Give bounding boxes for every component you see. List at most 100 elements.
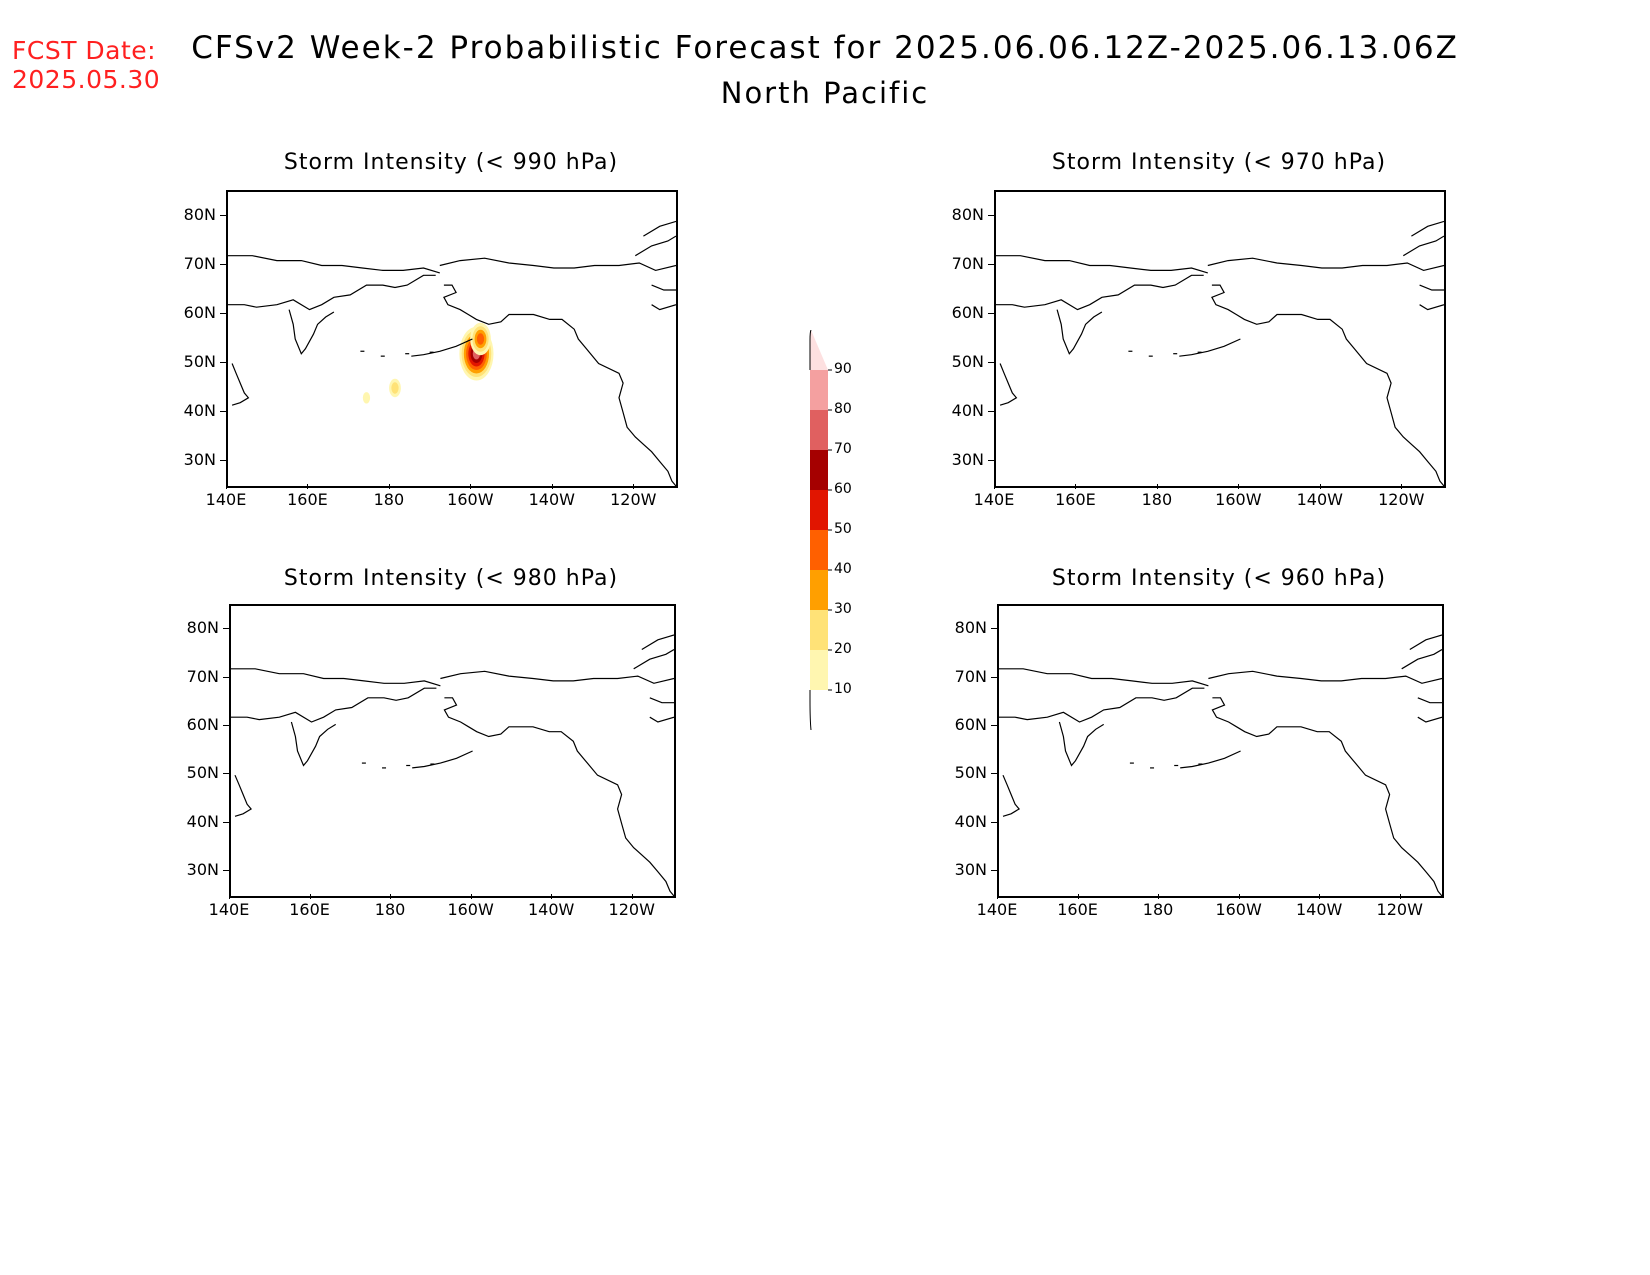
lat-tick-label: 30N	[183, 449, 216, 469]
colorbar-label: 50	[834, 521, 852, 537]
coastline	[1208, 670, 1442, 684]
coastline	[1002, 774, 1021, 817]
lon-tick	[631, 894, 633, 899]
lat-tick-label: 60N	[954, 714, 987, 734]
coastline	[1417, 697, 1442, 704]
map-canvas	[231, 634, 674, 896]
lat-tick	[220, 361, 226, 363]
probability-contour	[391, 382, 399, 394]
colorbar-label: 20	[834, 641, 852, 657]
colorbar-label: 40	[834, 561, 852, 577]
lon-tick-label: 120W	[1378, 490, 1425, 509]
colorbar-label: 70	[834, 441, 852, 457]
lat-tick	[220, 214, 226, 216]
lon-tick	[551, 894, 553, 899]
forecast-date-label: FCST Date: 2025.05.30	[12, 36, 160, 94]
colorbar-top-outline	[809, 329, 812, 370]
lat-tick-label: 50N	[951, 351, 984, 371]
lon-tick	[1238, 484, 1240, 489]
coastline	[411, 338, 473, 357]
coastline	[412, 750, 473, 769]
colorbar-canvas	[809, 329, 832, 731]
lon-tick-label: 180	[373, 490, 405, 509]
lat-tick	[988, 410, 994, 412]
map-990	[226, 190, 678, 488]
panel-title-970: Storm Intensity (< 970 hPa)	[1051, 150, 1387, 175]
region-subtitle: North Pacific	[720, 76, 930, 110]
coastline	[1419, 284, 1444, 291]
lon-tick	[1077, 894, 1079, 899]
lon-tick	[1158, 894, 1160, 899]
coastline	[996, 255, 1208, 274]
probability-contour	[362, 392, 371, 404]
lon-tick-label: 140W	[1296, 490, 1343, 509]
coastline	[228, 274, 436, 311]
coastline	[231, 363, 250, 406]
lat-tick	[223, 773, 229, 775]
coastline	[651, 284, 676, 291]
map-canvas	[228, 220, 676, 486]
coastline	[439, 257, 676, 272]
coastline	[633, 648, 674, 670]
map-980	[229, 604, 676, 898]
lat-tick	[991, 628, 997, 630]
lat-tick	[988, 361, 994, 363]
lon-tick	[997, 894, 998, 899]
lon-tick	[1075, 484, 1077, 489]
lon-tick	[388, 484, 390, 489]
lat-tick	[220, 410, 226, 412]
colorbar-label: 10	[834, 681, 852, 697]
coastline	[288, 309, 335, 355]
coastline	[1058, 721, 1105, 767]
colorbar-segment	[810, 490, 828, 530]
forecast-date-value: 2025.05.30	[12, 65, 161, 94]
coastline	[634, 235, 676, 257]
coastline	[234, 774, 253, 817]
lon-tick-label: 180	[1142, 900, 1174, 919]
coastline	[231, 668, 441, 687]
lon-tick-label: 160W	[447, 490, 494, 509]
coastline	[1211, 697, 1442, 896]
lon-tick-label: 120W	[608, 900, 655, 919]
panel-title-980: Storm Intensity (< 980 hPa)	[283, 566, 619, 591]
coastline	[1417, 716, 1442, 723]
lat-tick-label: 70N	[186, 666, 219, 686]
lat-tick	[988, 459, 994, 461]
lon-tick	[307, 484, 309, 489]
lat-tick-label: 40N	[951, 400, 984, 420]
lat-tick-label: 60N	[183, 302, 216, 322]
lon-tick	[994, 484, 995, 489]
coastline	[641, 634, 674, 651]
colorbar-segment	[810, 530, 828, 570]
coastline	[1419, 304, 1444, 311]
lon-tick-label: 140W	[527, 900, 575, 919]
lon-tick	[551, 484, 553, 489]
probability-contour	[476, 333, 485, 345]
panel-title-990: Storm Intensity (< 990 hPa)	[283, 150, 619, 175]
coastline	[643, 220, 676, 237]
lat-tick-label: 50N	[183, 351, 216, 371]
colorbar-label: 30	[834, 601, 852, 617]
lon-tick	[1156, 484, 1158, 489]
map-canvas	[999, 634, 1442, 896]
coastline	[440, 670, 674, 684]
lon-tick	[1238, 894, 1240, 899]
lon-tick-label: 180	[374, 900, 406, 919]
colorbar-segment	[810, 570, 828, 610]
lat-tick	[991, 773, 997, 775]
map-960	[997, 604, 1444, 898]
colorbar-segment	[810, 650, 828, 690]
lon-tick	[309, 894, 311, 899]
colorbar-segment	[810, 610, 828, 650]
lat-tick-label: 80N	[186, 618, 219, 638]
lat-tick	[988, 263, 994, 265]
lat-tick	[223, 628, 229, 630]
coastline	[1179, 338, 1241, 357]
coastline	[1207, 257, 1444, 272]
lat-tick	[988, 312, 994, 314]
coastline	[290, 721, 337, 767]
lon-tick-label: 160W	[1215, 490, 1262, 509]
lon-tick	[1399, 894, 1401, 899]
lat-tick	[220, 459, 226, 461]
lon-tick	[470, 894, 472, 899]
